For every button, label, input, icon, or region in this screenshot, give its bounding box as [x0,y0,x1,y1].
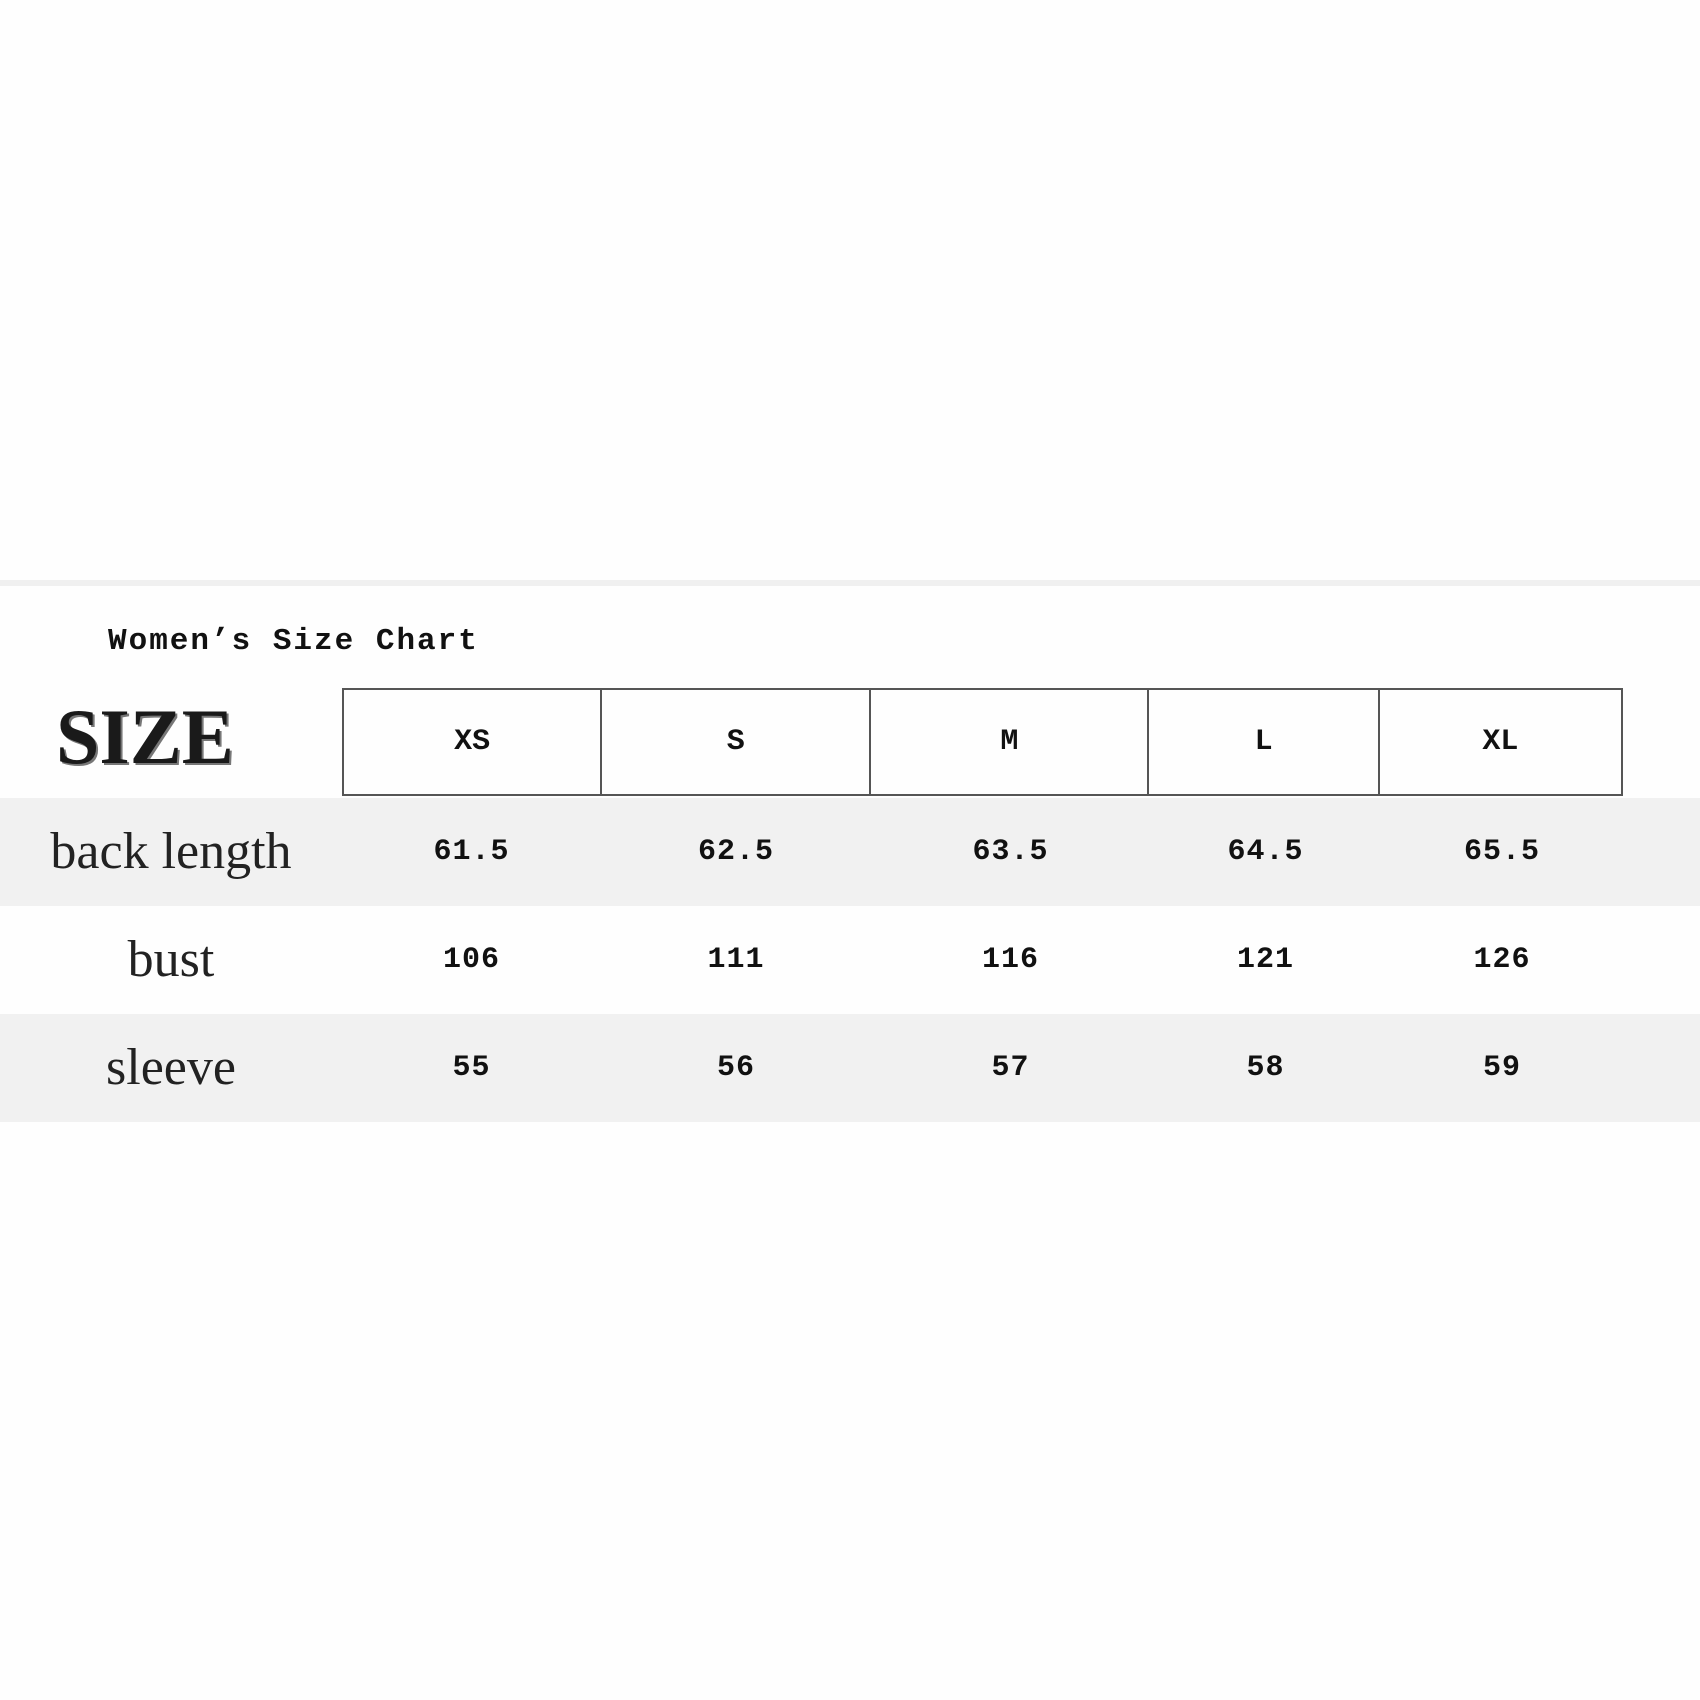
row-label: sleeve [106,1039,236,1096]
chart-title: Women’s Size Chart [108,624,479,659]
table-cell: 63.5 [972,835,1049,869]
table-cell: 126 [1473,943,1531,977]
size-column-header: XL [1482,725,1519,759]
row-label: bust [127,931,215,988]
table-row: sleeve 55 56 57 58 59 [0,1014,1700,1122]
size-header-row: XS S M L XL [342,688,1623,796]
table-cell: 116 [981,943,1039,977]
size-column-header: M [871,690,1150,794]
table-cell: 57 [991,1051,1030,1085]
table-cell: 64.5 [1227,835,1304,869]
table-cell: 106 [442,943,500,977]
table-cell: 58 [1246,1051,1285,1085]
table-cell: 62.5 [697,835,774,869]
table-cell: 56 [716,1051,755,1085]
table-row: bust 106 111 116 121 126 [0,906,1700,1014]
table-cell: 61.5 [433,835,510,869]
size-column-header: S [602,690,872,794]
table-cell: 121 [1236,943,1294,977]
size-column-header: L [1149,690,1380,794]
size-column-header: XS [344,690,603,794]
table-cell: 65.5 [1463,835,1540,869]
table-cell: 111 [707,943,765,977]
top-divider [0,580,1700,586]
size-heading: SIZE [56,693,234,780]
table-cell: 55 [452,1051,491,1085]
table-cell: 59 [1482,1051,1521,1085]
table-row: back length 61.5 62.5 63.5 64.5 65.5 [0,798,1700,906]
row-label: back length [50,823,292,880]
